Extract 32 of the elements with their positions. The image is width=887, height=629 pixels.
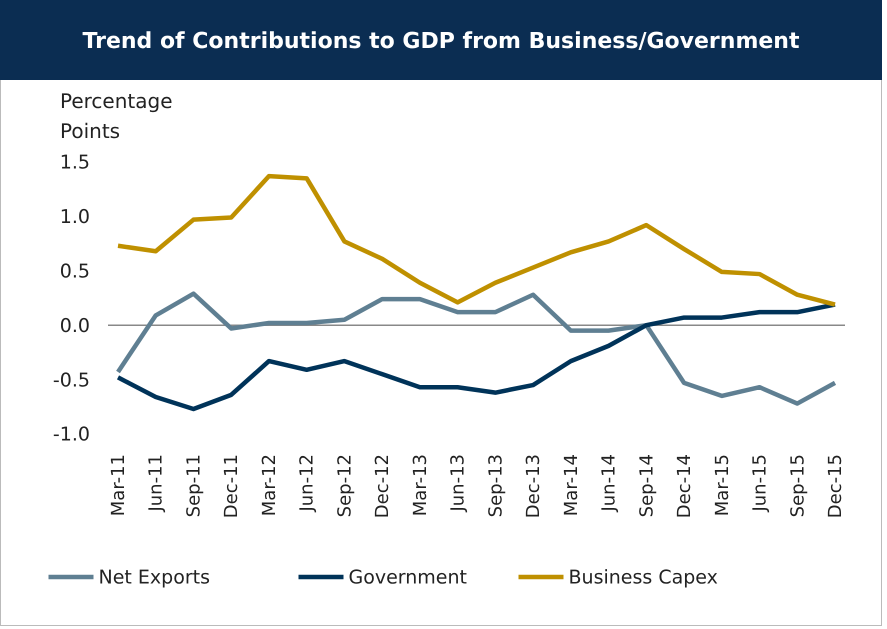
x-tick-label: Sep-11 bbox=[183, 454, 204, 518]
legend-label: Net Exports bbox=[98, 566, 210, 589]
chart-title: Trend of Contributions to GDP from Business/Government bbox=[82, 29, 800, 54]
y-tick-label: 1.0 bbox=[60, 206, 90, 228]
y-tick-label: -1.0 bbox=[52, 424, 90, 446]
y-axis-title: Percentage Points bbox=[60, 89, 173, 143]
y-tick-label: 0.0 bbox=[60, 314, 90, 337]
x-tick-label: Mar-11 bbox=[108, 454, 129, 516]
legend-label: Business Capex bbox=[568, 566, 718, 589]
y-tick-label: 1.5 bbox=[60, 152, 90, 174]
x-tick-label: Mar-15 bbox=[712, 454, 733, 516]
x-tick-label: Mar-12 bbox=[258, 454, 280, 516]
x-tick-label: Jun-13 bbox=[448, 454, 469, 513]
x-tick-label: Sep-14 bbox=[636, 454, 658, 518]
x-tick-label: Mar-13 bbox=[410, 454, 431, 516]
line-series bbox=[116, 174, 838, 307]
x-tick-label: Dec-11 bbox=[221, 454, 242, 518]
y-tick-label: 0.5 bbox=[60, 260, 90, 282]
x-tick-label: Jun-12 bbox=[296, 454, 318, 513]
x-tick-label: Dec-15 bbox=[825, 454, 846, 518]
x-tick-label: Jun-11 bbox=[146, 454, 167, 513]
x-tick-label: Jun-14 bbox=[598, 454, 620, 513]
x-tick-label: Dec-12 bbox=[372, 454, 394, 518]
y-tick-label: -0.5 bbox=[52, 369, 90, 392]
x-tick-label: Dec-13 bbox=[523, 454, 544, 518]
legend-label: Government bbox=[348, 566, 467, 589]
x-tick-label: Sep-12 bbox=[334, 454, 356, 518]
x-tick-label: Jun-15 bbox=[750, 454, 771, 513]
x-tick-label: Sep-13 bbox=[485, 454, 506, 518]
x-tick-label: Dec-14 bbox=[674, 454, 696, 518]
x-tick-label: Mar-14 bbox=[560, 454, 582, 516]
x-tick-label: Sep-15 bbox=[787, 454, 808, 518]
